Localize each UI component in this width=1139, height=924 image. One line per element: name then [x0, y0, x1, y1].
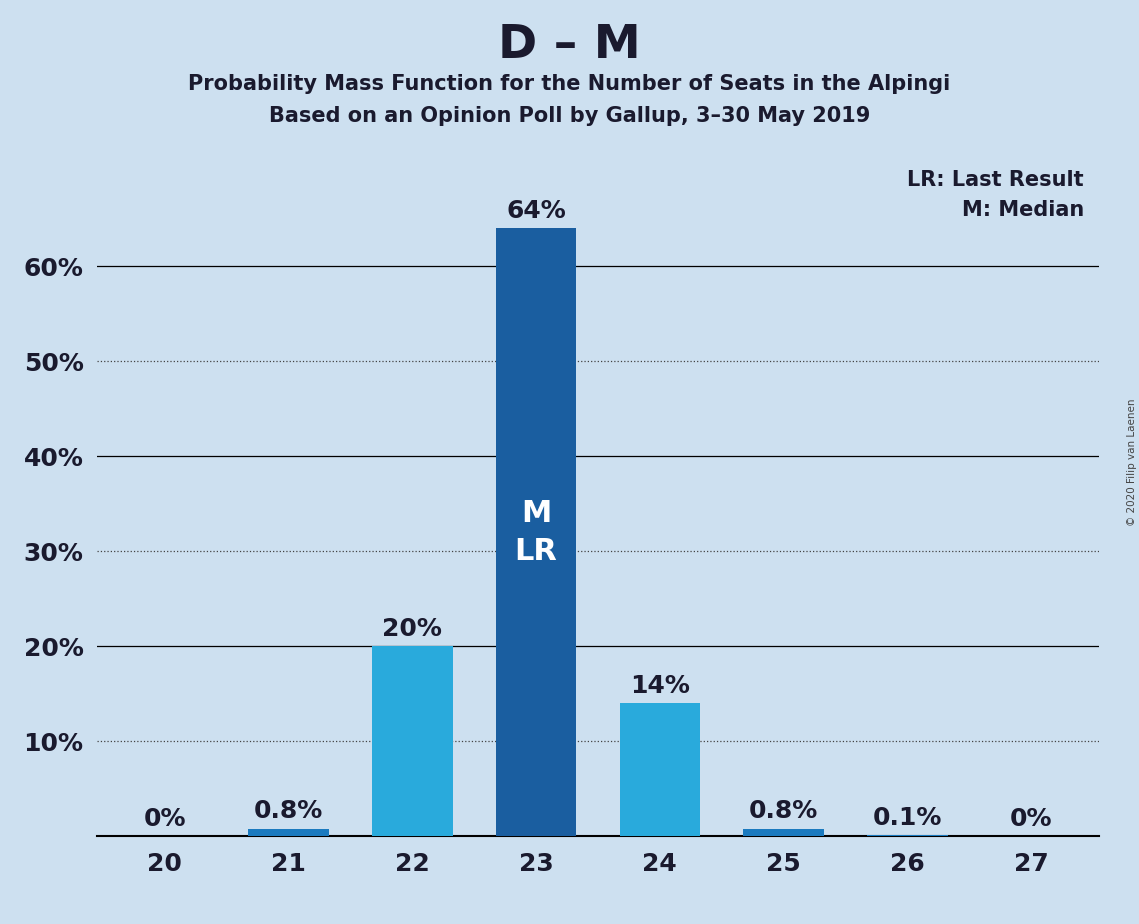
Text: 64%: 64% — [506, 199, 566, 223]
Text: 14%: 14% — [630, 674, 690, 698]
Text: M: Median: M: Median — [961, 201, 1084, 220]
Text: Probability Mass Function for the Number of Seats in the Alpingi: Probability Mass Function for the Number… — [188, 74, 951, 94]
Text: 0%: 0% — [1010, 807, 1052, 831]
Text: © 2020 Filip van Laenen: © 2020 Filip van Laenen — [1126, 398, 1137, 526]
Bar — [620, 703, 700, 836]
Bar — [867, 835, 948, 836]
Text: LR: Last Result: LR: Last Result — [908, 170, 1084, 189]
Bar — [744, 829, 823, 836]
Text: M
LR: M LR — [515, 499, 558, 565]
Bar — [495, 228, 576, 836]
Text: D – M: D – M — [498, 23, 641, 68]
Text: 20%: 20% — [383, 616, 442, 640]
Bar — [372, 646, 452, 836]
Text: 0.1%: 0.1% — [872, 806, 942, 830]
Bar — [248, 829, 329, 836]
Text: 0%: 0% — [144, 807, 186, 831]
Text: Based on an Opinion Poll by Gallup, 3–30 May 2019: Based on an Opinion Poll by Gallup, 3–30… — [269, 106, 870, 127]
Text: 0.8%: 0.8% — [749, 799, 818, 823]
Text: 0.8%: 0.8% — [254, 799, 323, 823]
